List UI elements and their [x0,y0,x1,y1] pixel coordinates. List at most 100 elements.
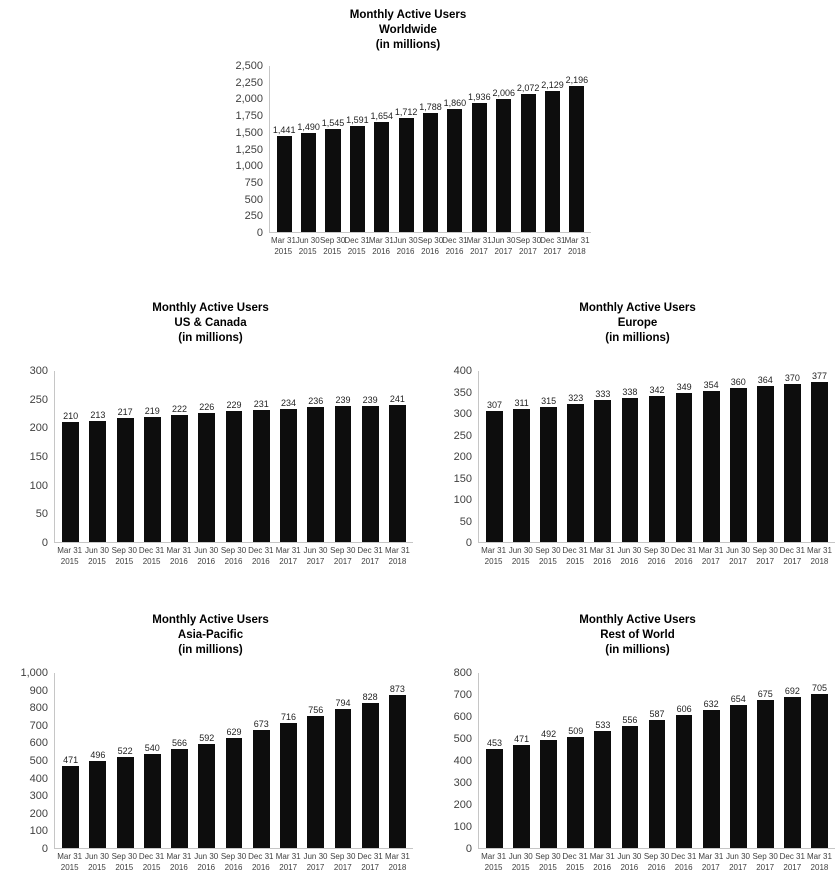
x-axis-tick-date: Mar 31 [698,852,724,861]
bar [594,731,612,848]
bar-value-label: 307 [487,399,503,410]
x-axis-tick-date: Dec 31 [779,852,805,861]
y-axis-tick-label: 700 [453,689,472,701]
bar-slot: 533 [589,673,616,848]
x-axis-tick-date: Dec 31 [562,852,588,861]
x-axis-tick-date: Sep 30 [330,546,356,555]
x-axis-tick-label: Jun 30 2017 [724,851,751,873]
x-axis-tick-year: 2015 [115,557,134,566]
x-axis-tick-date: Dec 31 [442,236,468,245]
x-axis-tick-date: Jun 30 [194,546,219,555]
x-axis-tick-label: Mar 31 2016 [369,235,394,257]
chart-us-canada: Monthly Active Users US & Canada (in milli… [8,301,413,567]
x-axis-tick-year: 2017 [729,863,747,872]
x-axis-tick-date: Jun 30 [491,236,516,245]
y-axis-tick-label: 350 [453,386,472,399]
bar-slot: 1,441 [272,66,296,232]
x-axis-tick-label: Jun 30 2017 [491,235,515,257]
x-axis-tick-date: Dec 31 [670,852,697,861]
bar [569,86,585,232]
x-axis-tick-year: 2016 [224,557,243,566]
bar-slot: 632 [698,673,725,848]
bar-slot: 241 [384,371,411,542]
x-axis-tick-year: 2015 [88,557,106,566]
bar [520,94,536,232]
x-axis-tick-year: 2018 [810,557,829,566]
bar-slot: 756 [302,673,329,848]
bar-slot: 509 [562,673,589,848]
bar-value-label: 1,654 [370,111,394,122]
bar-value-label: 342 [649,384,665,395]
chart-title-line-unit: (in millions) [178,644,243,656]
bar [89,761,107,848]
x-axis-tick-label: Dec 31 2015 [138,545,165,567]
bar [171,415,188,542]
bar-value-label: 354 [703,379,719,390]
x-axis-tick-label: Sep 30 2015 [111,545,138,567]
y-axis-tick-label: 2,000 [235,93,263,106]
chart-title-line-region: US & Canada [174,317,247,329]
bar-slot: 587 [643,673,670,848]
x-axis-tick-date: Jun 30 [295,236,320,245]
x-axis-tick-label: Mar 31 2017 [275,851,302,873]
bar-slot: 239 [357,371,384,542]
x-axis-tick-year: 2017 [470,247,488,256]
bar-value-label: 716 [280,711,296,722]
y-axis-tick-label: 250 [453,429,472,442]
bar [540,407,558,542]
y-axis-tick-label: 300 [453,408,472,420]
bar-slot: 673 [248,673,275,848]
x-axis-tick-date: Sep 30 [515,236,542,245]
x-axis-tick-date: Mar 31 [166,546,192,555]
bar-slot: 217 [111,371,138,542]
x-axis-tick-year: 2017 [333,863,352,872]
bar [361,405,379,542]
x-axis-tick-label: Sep 30 2017 [752,545,779,567]
bar-value-label: 453 [487,737,503,748]
bar-slot: 540 [139,673,166,848]
chart-title: Monthly Active Users Worldwide (in million… [225,8,591,53]
x-axis-tick-date: Mar 31 [807,852,832,861]
y-axis-tick-label: 2,250 [235,76,263,89]
x-axis-tick-label: Mar 31 2018 [806,851,833,873]
x-axis-tick-date: Dec 31 [779,546,805,555]
y-axis-tick-label: 500 [244,193,263,206]
bar-value-label: 2,006 [492,87,515,98]
bar-value-label: 533 [595,720,611,731]
chart-title: Monthly Active Users US & Canada (in milli… [8,301,413,346]
bar-value-label: 540 [144,742,160,753]
bar-value-label: 632 [703,698,719,709]
x-axis-labels: Mar 31 2015 Jun 30 2015 Sep 30 2015 Dec 31 2015… [54,851,413,873]
bar [811,382,828,542]
bar-slot: 828 [357,673,384,848]
bar [496,98,512,232]
bar-value-label: 509 [568,725,584,736]
x-axis-tick-label: Dec 31 2015 [344,235,370,257]
bar [252,410,270,542]
plot-area-wrap: 307 311 315 323 333 338 342 349 354 360 364 370 377 M… [478,371,835,567]
bar-value-label: 1,441 [272,125,296,136]
bar-value-label: 234 [280,397,296,408]
y-axis: 0 100 200 300 400 500 600 700 800 [440,667,478,855]
x-axis-tick-date: Dec 31 [344,236,370,245]
bar-value-label: 873 [389,684,405,695]
bar-value-label: 471 [514,733,530,744]
y-axis-tick-label: 1,250 [235,143,263,156]
bar [225,737,243,848]
bar [702,390,720,542]
x-axis-tick-year: 2016 [593,863,612,872]
y-axis-tick-label: 1,750 [235,110,263,123]
x-axis-tick-label: Dec 31 2016 [247,851,274,873]
x-axis-tick-date: Jun 30 [725,852,750,861]
x-axis-tick-year: 2015 [60,557,79,566]
chart-title-line-region: Worldwide [379,24,437,36]
bar [756,700,774,848]
bar [143,753,161,848]
x-axis-tick-date: Dec 31 [248,852,274,861]
x-axis-tick-year: 2015 [274,247,293,256]
bar-value-label: 226 [199,402,215,413]
bar-slot: 471 [508,673,535,848]
x-axis-tick-date: Mar 31 [57,546,83,555]
y-axis-tick-label: 600 [29,737,48,750]
chart-title-line-main: Monthly Active Users [579,302,696,314]
